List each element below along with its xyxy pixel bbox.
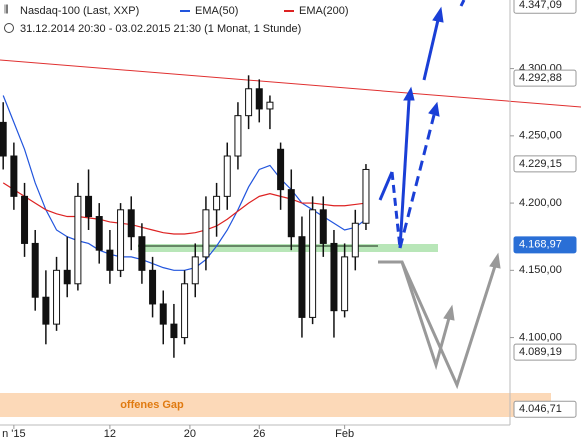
level-box <box>513 0 577 14</box>
x-tick-label: n '15 <box>2 428 26 440</box>
level-label: 4.168,97 <box>519 239 562 251</box>
candle-body <box>319 209 327 244</box>
level-label: 4.347,09 <box>519 0 562 11</box>
level-box <box>513 155 577 173</box>
gap-zone <box>0 393 551 417</box>
candle-body <box>117 209 125 271</box>
candle-body <box>63 269 71 285</box>
x-tick-label: 12 <box>104 428 116 440</box>
chart-subtitle: 31.12.2014 20:30 - 03.02.2015 21:30 (1 M… <box>20 23 301 35</box>
candle-body <box>85 195 93 218</box>
level-label: 4.292,88 <box>519 72 562 84</box>
legend: ⫼ Nasdaq-100 (Last, XXP) EMA(50) EMA(200… <box>4 5 349 35</box>
x-tick-label: 26 <box>253 428 265 440</box>
candle-body <box>42 296 50 325</box>
candle-body <box>191 256 199 285</box>
gap-label: offenes Gap <box>120 399 184 411</box>
plot: 4.100,004.150,004.200,004.250,004.300,00… <box>0 62 562 440</box>
level-box <box>513 69 577 87</box>
candle-body <box>127 209 135 238</box>
candle-body <box>95 216 103 251</box>
candle-body <box>149 269 157 305</box>
candle-body <box>106 249 114 271</box>
level-label: 4.229,15 <box>519 158 562 170</box>
candle-body <box>351 222 359 258</box>
candle-body <box>213 195 221 211</box>
y-tick-label: 4.150,00 <box>519 264 562 276</box>
y-tick-label: 4.250,00 <box>519 130 562 142</box>
candle-body <box>21 195 29 244</box>
x-tick-label: 20 <box>184 428 196 440</box>
candle-body <box>223 155 231 197</box>
candle-body <box>287 189 295 238</box>
candle-body <box>309 209 317 318</box>
candle-body <box>362 168 370 224</box>
ema-line <box>2 182 367 235</box>
chart-title: Nasdaq-100 (Last, XXP) <box>20 5 139 17</box>
candle-body <box>234 115 242 157</box>
candle-body <box>10 155 18 197</box>
y-tick-label: 4.100,00 <box>519 331 562 343</box>
legend-entry: EMA(50) <box>195 5 238 17</box>
candle-body <box>341 256 349 312</box>
candle-body <box>74 195 82 285</box>
chart-icon: ⫼ <box>4 5 9 16</box>
candle-body <box>277 148 285 191</box>
level-box <box>513 236 577 254</box>
candle-body <box>170 323 178 339</box>
y-tick-label: 4.200,00 <box>519 197 562 209</box>
candle-body <box>181 283 189 339</box>
support-zone <box>138 244 438 252</box>
candle-body <box>31 242 39 298</box>
trend-line <box>0 59 581 108</box>
candle-body <box>330 242 338 312</box>
clock-icon <box>4 23 14 33</box>
candle-body <box>159 303 167 325</box>
candle-body <box>0 121 7 157</box>
level-label: 4.089,19 <box>519 346 562 358</box>
level-box <box>513 343 577 361</box>
legend-entry: EMA(200) <box>299 5 349 17</box>
candle-body <box>255 88 263 110</box>
candle-body <box>53 269 61 325</box>
candle-body <box>202 209 210 258</box>
candle-body <box>138 236 146 271</box>
candle-body <box>245 88 253 117</box>
level-label: 4.046,71 <box>519 403 562 415</box>
scenario-arrows <box>378 0 501 390</box>
ema-line <box>2 95 367 271</box>
candle-body <box>298 236 306 318</box>
level-box <box>513 400 577 418</box>
x-tick-label: Feb <box>335 428 354 440</box>
candle-body <box>266 101 274 110</box>
